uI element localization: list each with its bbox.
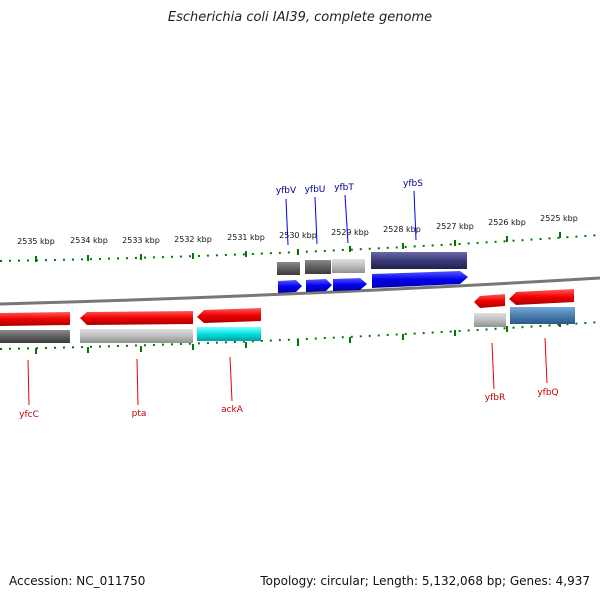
leader-line (27, 359, 30, 406)
leader-line (229, 356, 233, 402)
gene-arrow-yfbS (372, 271, 468, 288)
gene-label-yfbQ: yfbQ (537, 388, 558, 398)
leader-line (285, 198, 289, 246)
gene-label-yfbT: yfbT (334, 183, 354, 193)
gene-arrow-yfbR (474, 294, 505, 308)
leader-line (544, 337, 548, 384)
genome-backbone (0, 276, 600, 306)
gene-label-yfcC: yfcC (19, 410, 39, 420)
accession-text: Accession: NC_011750 (9, 574, 146, 588)
feature-box-yfbU (305, 260, 331, 274)
tick-label: 2531 kbp (227, 233, 265, 242)
forward-strand-genes (278, 271, 468, 293)
gene-label-pta: pta (132, 409, 147, 419)
reverse-feature-track (0, 307, 575, 343)
gene-arrow-yfbQ (509, 289, 574, 305)
feature-box-yfbR (474, 313, 506, 327)
forward-feature-track (277, 252, 467, 275)
tick-label: 2527 kbp (436, 222, 474, 231)
feature-box-yfbT (332, 259, 365, 273)
tick-label: 2526 kbp (488, 218, 526, 227)
leader-line (413, 190, 417, 241)
leader-line (344, 194, 349, 244)
gene-arrow-yfbU (306, 279, 332, 292)
leader-line (491, 342, 495, 390)
reverse-gene-leaders (27, 337, 548, 406)
gene-label-ackA: ackA (221, 405, 244, 415)
feature-box-pta (80, 329, 193, 343)
gene-arrow-yfcC (0, 312, 70, 326)
feature-box-yfcC (0, 330, 70, 343)
tick-label: 2532 kbp (174, 235, 212, 244)
gene-arrow-yfbT (333, 278, 367, 291)
leader-line (314, 196, 318, 245)
feature-box-ackA (197, 327, 261, 341)
gene-label-yfbR: yfbR (485, 393, 505, 403)
gene-arrow-pta (80, 311, 193, 325)
feature-box-yfbS (371, 252, 467, 269)
map-title: Escherichia coli IAI39, complete genome (167, 10, 433, 25)
tick-label: 2530 kbp (279, 231, 317, 240)
genome-summary-text: Topology: circular; Length: 5,132,068 bp… (260, 574, 590, 588)
tick-label: 2529 kbp (331, 228, 369, 237)
gene-label-yfbV: yfbV (276, 186, 297, 196)
tick-label: 2533 kbp (122, 236, 160, 245)
feature-box-yfbV (277, 262, 300, 275)
leader-line (136, 358, 139, 406)
reverse-strand-genes (0, 289, 574, 326)
feature-box-yfbQ (510, 307, 575, 324)
tick-labels: 2535 kbp 2534 kbp 2533 kbp 2532 kbp 2531… (17, 214, 578, 246)
gene-label-yfbS: yfbS (403, 179, 423, 189)
gene-label-yfbU: yfbU (305, 185, 326, 195)
gene-arrow-yfbV (278, 280, 302, 293)
upper-tick-ruler (0, 232, 600, 262)
forward-gene-labels: yfbV yfbU yfbT yfbS (276, 179, 423, 196)
forward-gene-leaders (285, 190, 417, 246)
tick-label: 2535 kbp (17, 237, 55, 246)
tick-label: 2534 kbp (70, 236, 108, 245)
gene-arrow-ackA (197, 308, 261, 323)
tick-label: 2525 kbp (540, 214, 578, 223)
tick-label: 2528 kbp (383, 225, 421, 234)
reverse-gene-labels: yfcC pta ackA yfbR yfbQ (19, 388, 559, 420)
